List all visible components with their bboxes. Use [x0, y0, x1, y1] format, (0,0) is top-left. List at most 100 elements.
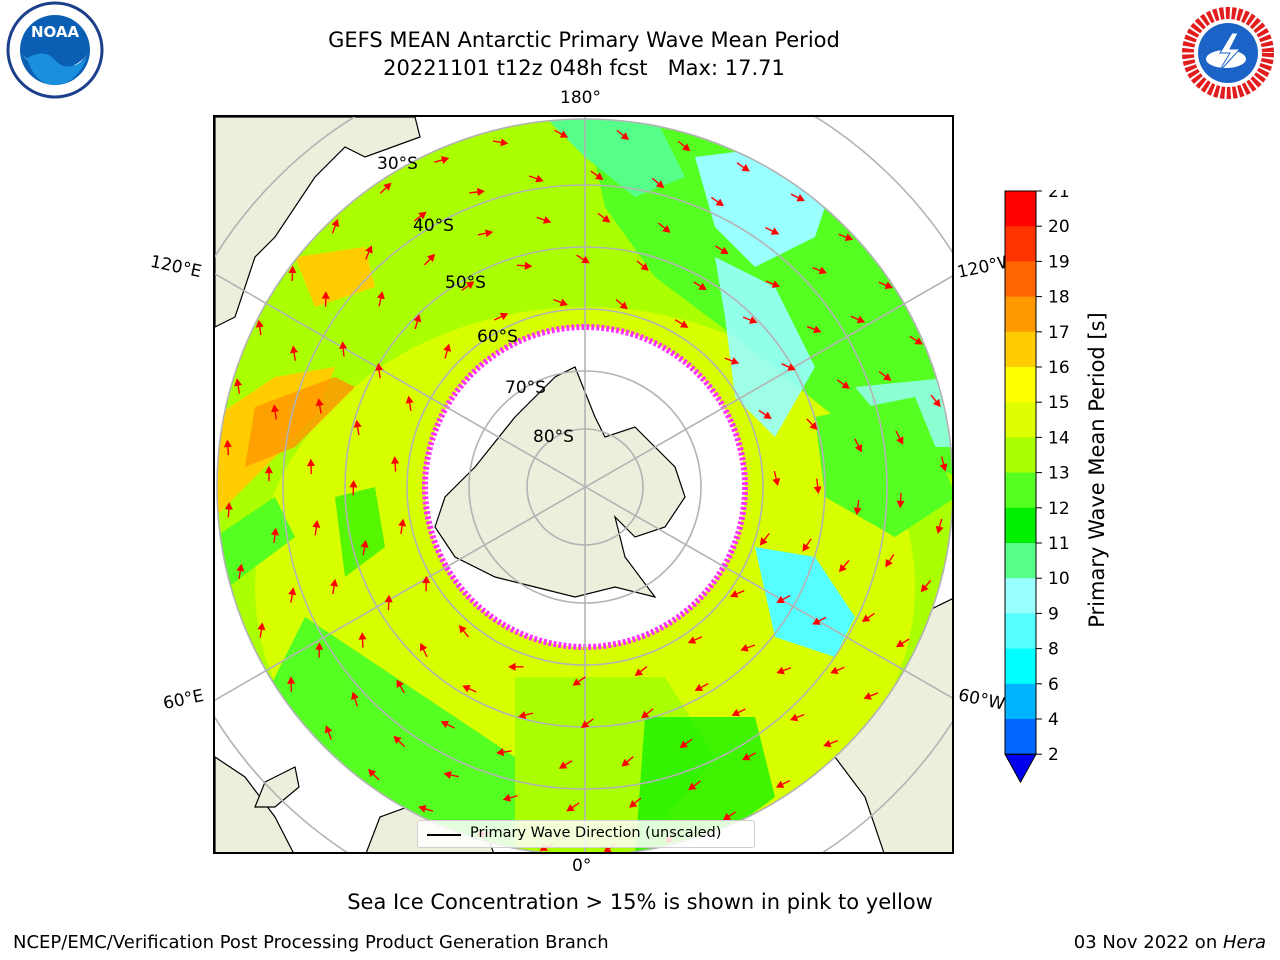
wave-arrow-head	[315, 398, 324, 407]
wave-arrow-head	[499, 312, 509, 321]
footer-credit: NCEP/EMC/Verification Post Processing Pr…	[13, 932, 609, 953]
wave-arrow-head	[863, 692, 872, 700]
wave-arrow-head	[580, 720, 590, 728]
wave-arrow-head	[619, 301, 628, 310]
wave-arrow-head	[939, 463, 948, 472]
colorbar-segment	[1005, 472, 1036, 509]
wave-arrow-head	[641, 710, 650, 719]
colorbar-segment	[1005, 226, 1036, 262]
wave-arrow-head	[353, 419, 362, 428]
wave-arrow-head	[914, 337, 923, 345]
wave-arrow-head	[853, 507, 862, 516]
wave-arrow-head	[462, 684, 471, 693]
wave-arrow-head	[813, 486, 822, 494]
wave-arrow-head	[312, 519, 321, 528]
wave-arrow-head	[465, 281, 475, 290]
wave-arrow-head	[566, 803, 575, 812]
wave-arrow-head	[255, 319, 264, 328]
wave-arrow-head	[763, 411, 772, 419]
wave-arrow-head	[856, 315, 866, 324]
wave-arrow-head	[662, 224, 671, 233]
wave-arrow-head	[422, 575, 431, 584]
wave-arrow-head	[224, 502, 233, 510]
colorbar-tick-label: 13	[1048, 464, 1070, 484]
wave-arrow-head	[729, 590, 739, 598]
wave-arrow-head	[789, 713, 799, 722]
wave-arrow-head	[271, 404, 280, 413]
legend-line-sample	[427, 834, 461, 836]
colorbar-segment	[1005, 543, 1036, 579]
wave-arrow-head	[418, 804, 427, 813]
wave-arrow-head	[306, 458, 316, 467]
wave-arrow-head	[813, 325, 822, 334]
meridian-label-0: 0°	[572, 856, 592, 876]
wave-arrow-head	[595, 172, 604, 181]
colorbar-segment	[1005, 367, 1036, 403]
wave-arrow-head	[518, 711, 527, 719]
wave-arrow-head	[601, 214, 611, 223]
wave-arrow-head	[896, 436, 904, 445]
wave-arrow-head	[787, 363, 796, 371]
wave-arrow-head	[500, 138, 509, 147]
wave-arrow-head	[861, 614, 871, 622]
title-line-2: 20221101 t12z 048h fcst Max: 17.71	[383, 56, 785, 80]
wave-arrow-head	[776, 595, 785, 603]
wave-arrow-head	[558, 761, 568, 769]
colorbar-segment	[1005, 578, 1036, 614]
lat-label-80s: 80°S	[533, 427, 574, 447]
wave-arrow-head	[485, 229, 494, 238]
wave-arrow-head	[759, 537, 768, 546]
footer-date-text: 03 Nov 2022 on	[1073, 932, 1223, 953]
wave-direction-arrows	[223, 129, 948, 852]
colorbar-tick-label: 20	[1048, 217, 1070, 237]
wave-arrow-head	[458, 625, 467, 634]
wave-arrow-head	[508, 662, 516, 671]
colorbar-segment	[1005, 261, 1036, 298]
wave-arrow-head	[236, 563, 245, 572]
wave-arrow-head	[367, 769, 377, 778]
colorbar-segment	[1005, 331, 1036, 368]
colorbar-extend-min	[1004, 753, 1037, 784]
colorbar-segment	[1005, 191, 1036, 227]
wave-arrow-head	[324, 725, 333, 734]
wave-arrow-head	[393, 735, 402, 744]
wave-arrow-head	[823, 739, 832, 748]
sea-ice-note: Sea Ice Concentration > 15% is shown in …	[347, 890, 933, 914]
colorbar-tick-label: 19	[1048, 252, 1070, 272]
colorbar-tick-label: 6	[1048, 675, 1059, 695]
wave-arrow-head	[883, 373, 892, 381]
wave-arrow-head	[830, 666, 839, 675]
wave-arrow-head	[621, 758, 630, 767]
wave-arrow-head	[629, 800, 638, 808]
wave-arrow-head	[775, 780, 785, 788]
meridian-label-60e: 60°E	[161, 685, 206, 715]
wave-arrow-head	[772, 477, 781, 487]
colorbar-tick-label: 18	[1048, 288, 1070, 308]
wave-arrow-head	[441, 156, 450, 164]
wave-arrow-head	[884, 281, 894, 290]
wave-arrow-head	[331, 218, 340, 228]
legend-label: Primary Wave Direction (unscaled)	[470, 825, 722, 841]
wave-arrow-head	[384, 594, 393, 603]
wave-arrow-head	[687, 636, 697, 644]
wave-arrow-head	[257, 622, 266, 631]
colorbar-segment	[1005, 613, 1036, 650]
wave-arrow-head	[731, 708, 741, 717]
colorbar-tick-label: 12	[1048, 499, 1070, 519]
colorbar-tick-label: 17	[1048, 323, 1070, 343]
wave-arrow-head	[264, 465, 273, 474]
wave-arrow-head	[349, 479, 358, 488]
wave-arrow-head	[688, 782, 697, 791]
wave-arrow-head	[315, 642, 324, 650]
wave-arrow-head	[838, 563, 847, 573]
title-line-1: GEFS MEAN Antarctic Primary Wave Mean Pe…	[328, 28, 840, 52]
wave-arrow-head	[398, 518, 407, 527]
wave-arrow-head	[396, 679, 404, 688]
wave-arrow-head	[741, 163, 750, 172]
wave-arrow-head	[440, 720, 450, 729]
wave-arrow-head	[844, 233, 854, 242]
map-legend: Primary Wave Direction (unscaled)	[417, 820, 755, 848]
wave-arrow-head	[885, 558, 893, 568]
wave-arrow-head	[365, 245, 373, 254]
wave-arrow-head	[812, 617, 821, 625]
